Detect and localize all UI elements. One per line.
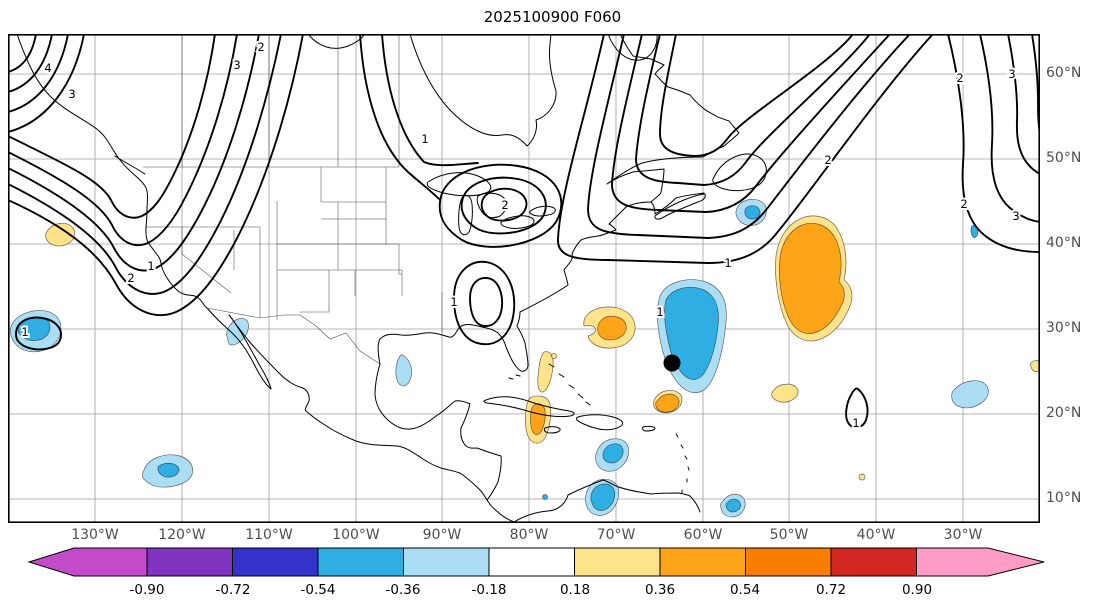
colorbar-tick: -0.18 (471, 582, 507, 598)
anomaly-pos-florida-strip (537, 351, 554, 393)
anomaly-pos-sargasso (771, 383, 799, 403)
anomaly-neg-speck (542, 494, 548, 500)
map-frame (8, 34, 1040, 523)
contour-label: 1 (656, 305, 663, 319)
contour-label: 1 (21, 325, 28, 339)
x-tick-50w: 50°W (769, 527, 809, 543)
colorbar-seg-1 (146, 547, 233, 577)
map-canvas: 2 3 4 3 2 1 2 1 1 2 1 1 2 3 2 3 1 1 (8, 34, 1040, 523)
anomaly-neg-east-atlantic (951, 380, 989, 409)
contour-label: 2 (127, 271, 134, 285)
storm-marker-dot (663, 354, 681, 372)
colorbar-seg-3 (317, 547, 404, 577)
colorbar-tick: 0.54 (729, 582, 761, 598)
colorbar-seg-8 (745, 547, 832, 577)
contour-labels: 2 3 4 3 2 1 2 1 1 2 1 1 2 3 2 3 1 1 (19, 38, 1021, 432)
contour-label: 2 (824, 153, 831, 167)
anomaly-pos-antilles-core (655, 393, 680, 413)
colorbar-tick: -0.36 (385, 582, 421, 598)
anomaly-neg-gulf (395, 354, 412, 387)
contour-label: 1 (852, 416, 859, 430)
x-tick-70w: 70°W (596, 527, 636, 543)
contour-label: 1 (421, 132, 428, 146)
x-tick-30w: 30°W (943, 527, 983, 543)
colorbar-tick: 0.72 (815, 582, 847, 598)
anomaly-pos-northwest (45, 223, 76, 247)
anomaly-neg-atlantic-core (664, 286, 719, 380)
anomaly-pos-central-atlantic-core (779, 222, 845, 334)
anomaly-neg-windward-core (725, 498, 741, 513)
contour-lines (8, 34, 1040, 429)
x-tick-110w: 110°W (245, 527, 293, 543)
contour-label: 4 (44, 61, 51, 75)
anomaly-pos-bermuda-core (597, 315, 627, 341)
anomaly-neg-caribbean-core (590, 483, 616, 511)
colorbar-tick: 0.18 (559, 582, 591, 598)
y-tick-50n: 50°N (1046, 150, 1082, 166)
colorbar-seg-5 (488, 547, 575, 577)
colorbar-tick: -0.72 (215, 582, 251, 598)
chart-title: 2025100900 F060 (483, 8, 622, 26)
x-tick-80w: 80°W (509, 527, 549, 543)
colorbar-tick: -0.54 (300, 582, 336, 598)
colorbar-tick: 0.36 (644, 582, 676, 598)
anomaly-pos-dot (551, 353, 557, 359)
colorbar-arrow-right (916, 547, 1045, 577)
contour-label: 2 (956, 71, 963, 85)
anomaly-shading (9, 199, 1040, 518)
x-tick-120w: 120°W (158, 527, 206, 543)
contour-label: 3 (68, 87, 75, 101)
contour-label: 2 (501, 198, 508, 212)
colorbar-arrow-left (27, 547, 148, 577)
contour-label: 2 (960, 197, 967, 211)
anomaly-neg-pacific-core (157, 462, 180, 478)
contour-label: 1 (147, 259, 154, 273)
colorbar-seg-9 (830, 547, 917, 577)
anomaly-pos-speck (858, 473, 866, 481)
colorbar-seg-6 (574, 547, 661, 577)
contour-label: 1 (724, 256, 731, 270)
y-tick-10n: 10°N (1046, 490, 1082, 506)
anomaly-pos-east-edge (1030, 359, 1040, 373)
x-tick-100w: 100°W (332, 527, 380, 543)
contour-label: 3 (1012, 209, 1019, 223)
y-tick-40n: 40°N (1046, 235, 1082, 251)
graticule-gridlines (8, 34, 1040, 522)
colorbar-seg-4 (403, 547, 490, 577)
x-tick-130w: 130°W (71, 527, 119, 543)
anomaly-neg-newfoundland-core (744, 205, 761, 220)
y-tick-60n: 60°N (1046, 65, 1082, 81)
contour-label: 3 (1008, 67, 1015, 81)
y-tick-30n: 30°N (1046, 320, 1082, 336)
contour-label: 1 (450, 295, 457, 309)
x-tick-90w: 90°W (422, 527, 462, 543)
colorbar-tick: -0.90 (129, 582, 165, 598)
colorbar (27, 547, 1045, 577)
contour-label: 3 (233, 58, 240, 72)
colorbar-tick: 0.90 (901, 582, 933, 598)
y-tick-20n: 20°N (1046, 405, 1082, 421)
contour-label: 2 (257, 40, 264, 54)
state-borders (143, 34, 443, 365)
x-tick-40w: 40°W (856, 527, 896, 543)
anomaly-neg-hispaniola-core (602, 443, 624, 464)
colorbar-seg-7 (659, 547, 746, 577)
anomaly-neg-baja (226, 317, 249, 346)
colorbar-seg-2 (232, 547, 319, 577)
coastline (16, 34, 767, 523)
x-tick-60w: 60°W (683, 527, 723, 543)
